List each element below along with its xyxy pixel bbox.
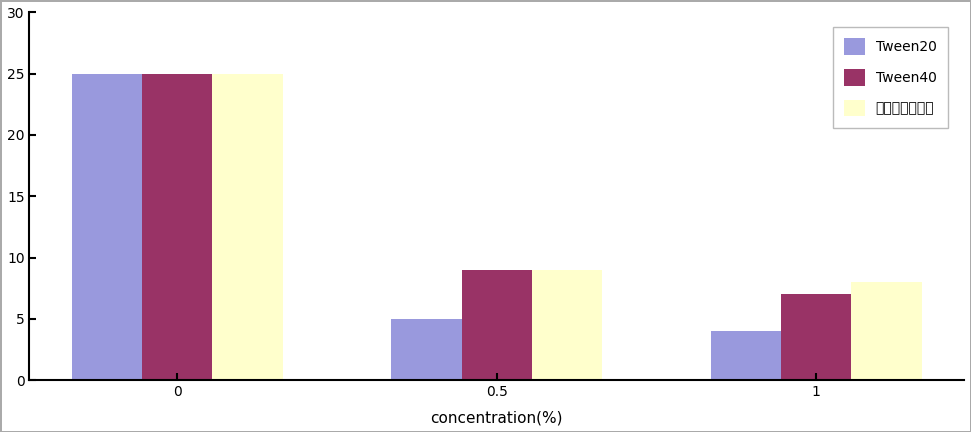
Bar bbox=[852, 282, 921, 380]
Bar bbox=[213, 74, 283, 380]
Bar bbox=[711, 331, 781, 380]
Bar bbox=[461, 270, 532, 380]
Bar bbox=[72, 74, 142, 380]
Bar bbox=[532, 270, 602, 380]
X-axis label: concentration(%): concentration(%) bbox=[430, 410, 563, 425]
Bar bbox=[781, 294, 852, 380]
Bar bbox=[391, 319, 461, 380]
Bar bbox=[142, 74, 213, 380]
Legend: Tween20, Tween40, 복합수목추출물: Tween20, Tween40, 복합수목추출물 bbox=[833, 27, 948, 127]
